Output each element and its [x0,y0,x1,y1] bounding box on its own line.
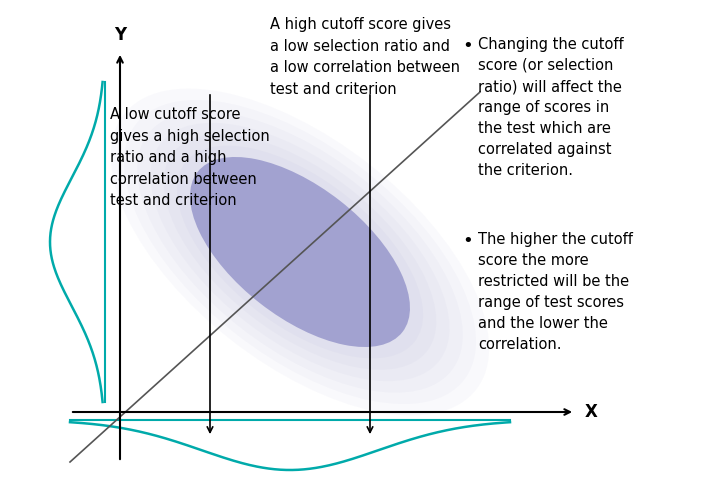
Text: •: • [462,232,473,250]
Text: A low cutoff score
gives a high selection
ratio and a high
correlation between
t: A low cutoff score gives a high selectio… [110,107,270,209]
Text: •: • [462,37,473,55]
Text: Changing the cutoff
score (or selection
ratio) will affect the
range of scores i: Changing the cutoff score (or selection … [478,37,623,178]
Text: A high cutoff score gives
a low selection ratio and
a low correlation between
te: A high cutoff score gives a low selectio… [270,17,460,97]
Text: X: X [585,403,598,421]
Ellipse shape [190,157,410,347]
Text: Y: Y [114,26,126,44]
Text: The higher the cutoff
score the more
restricted will be the
range of test scores: The higher the cutoff score the more res… [478,232,633,352]
